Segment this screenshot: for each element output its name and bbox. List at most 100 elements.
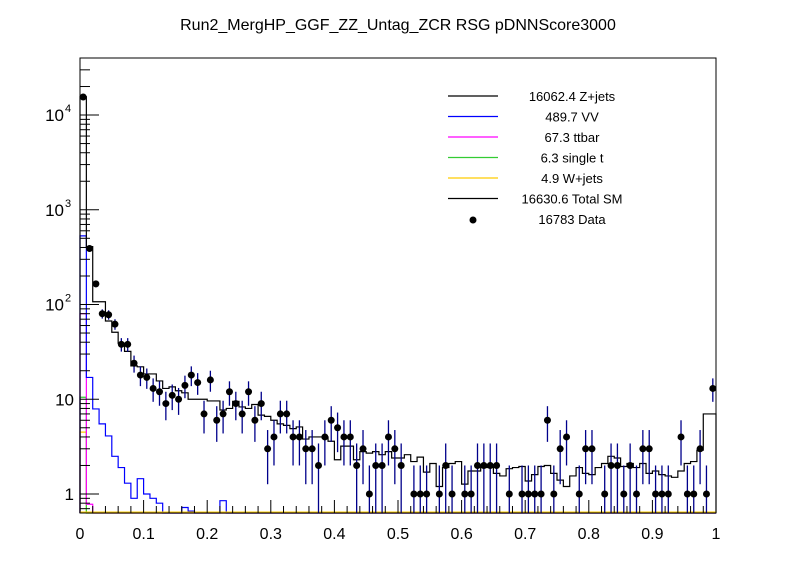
y-tick-label: 10 [45, 106, 64, 125]
data-point [264, 445, 272, 453]
data-point [334, 424, 342, 432]
data-point [480, 461, 488, 469]
data-point [257, 400, 265, 408]
x-tick-label: 0.9 [641, 526, 663, 543]
data-point [664, 490, 672, 498]
data-point [136, 371, 144, 379]
data-point [156, 388, 163, 396]
data-point [359, 445, 367, 453]
data-point [690, 490, 698, 498]
data-point [213, 416, 221, 424]
x-tick-label: 0.2 [196, 526, 218, 543]
data-point [435, 490, 443, 498]
legend-label: 4.9 W+jets [541, 171, 603, 186]
data-point [645, 445, 653, 453]
data-point [143, 373, 151, 381]
x-tick-label: 0.8 [578, 526, 600, 543]
data-point [289, 433, 297, 441]
data-point [652, 490, 660, 498]
y-tick-exponent: 4 [65, 103, 71, 115]
data-point [181, 381, 189, 389]
data-point [302, 445, 310, 453]
y-tick-exponent: 2 [65, 293, 71, 305]
data-point [372, 461, 380, 469]
data-point [111, 320, 119, 328]
data-point [486, 461, 494, 469]
histogram-ttbar [79, 313, 716, 514]
x-axis: 0 0.1 0.2 0.3 0.4 0.5 0.6 0.7 0.8 0.9 1 [76, 500, 721, 543]
data-point [448, 490, 456, 498]
data-point [340, 433, 348, 441]
x-tick-label: 0 [76, 526, 85, 543]
data-point [550, 490, 558, 498]
data-point [238, 410, 246, 418]
x-tick-label: 0.1 [132, 526, 154, 543]
data-point [130, 359, 138, 367]
data-point [537, 490, 545, 498]
y-tick-exponent: 3 [65, 198, 71, 210]
histogram-lines [79, 96, 717, 514]
data-point [416, 490, 424, 498]
legend-marker-data [469, 216, 477, 224]
data-point [194, 379, 202, 387]
histogram-vv [79, 235, 716, 514]
data-point [543, 416, 551, 424]
data-point [683, 490, 691, 498]
data-point [384, 433, 392, 441]
data-point [518, 490, 526, 498]
data-point [474, 461, 481, 469]
data-point [493, 461, 501, 469]
data-point [315, 461, 322, 469]
data-point [505, 490, 513, 498]
data-points [79, 93, 717, 513]
data-point [162, 400, 170, 408]
legend: 16062.4 Z+jets 489.7 VV 67.3 ttbar 6.3 sing… [448, 89, 622, 227]
data-point [124, 340, 132, 348]
data-point [626, 461, 634, 469]
chart-title: Run2_MergHP_GGF_ZZ_Untag_ZCR RSG pDNNSco… [180, 17, 616, 34]
data-point [187, 371, 195, 379]
data-point [524, 490, 532, 498]
data-point [327, 416, 335, 424]
data-point [582, 445, 590, 453]
data-point [321, 433, 329, 441]
data-point [79, 93, 87, 101]
data-point [308, 445, 316, 453]
legend-label: 16783 Data [538, 212, 606, 227]
y-tick-label: 10 [45, 296, 64, 315]
data-point [378, 461, 386, 469]
x-tick-label: 0.5 [387, 526, 409, 543]
data-point [92, 280, 100, 288]
histogram-single-t [79, 396, 716, 514]
data-point [295, 433, 303, 441]
data-point [175, 395, 183, 403]
y-tick-label: 10 [55, 390, 74, 409]
data-point [283, 410, 291, 418]
data-point [276, 410, 284, 418]
data-point [702, 490, 710, 498]
data-point [531, 490, 539, 498]
data-point [206, 376, 214, 384]
x-tick-label: 0.6 [450, 526, 472, 543]
y-tick-label: 1 [65, 485, 74, 504]
legend-label: 16062.4 Z+jets [529, 89, 616, 104]
data-point [251, 416, 259, 424]
x-tick-label: 1 [712, 526, 721, 543]
data-point [461, 490, 469, 498]
legend-label: 489.7 VV [545, 110, 599, 125]
data-point [620, 490, 628, 498]
data-point [149, 384, 157, 392]
data-point [563, 433, 571, 441]
data-point [98, 310, 106, 318]
data-point [270, 433, 278, 441]
data-point [105, 311, 113, 319]
data-point [423, 490, 431, 498]
data-point [677, 433, 685, 441]
plot-frame [79, 57, 717, 514]
data-point [353, 461, 361, 469]
data-point [588, 445, 596, 453]
data-point [232, 400, 240, 408]
